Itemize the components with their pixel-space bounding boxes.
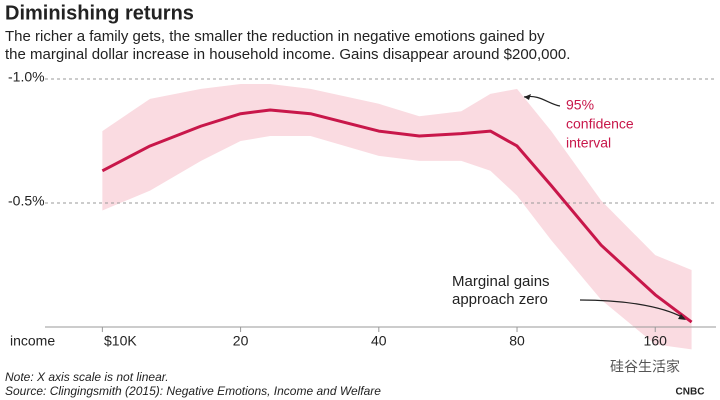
watermark: 硅谷生活家 <box>610 359 680 375</box>
note: Note: X axis scale is not linear. <box>5 370 169 384</box>
x-tick-label: 20 <box>233 333 249 349</box>
annotation: 95% confidence interval <box>566 97 634 151</box>
x-tick-label: 160 <box>644 333 668 349</box>
annotation-arrow <box>579 299 685 319</box>
confidence-band <box>102 83 692 350</box>
annotation-text: approach zero <box>452 291 548 308</box>
annotation-arrowhead <box>524 94 531 100</box>
y-tick-label: -0.5% <box>8 193 45 209</box>
x-axis-label: income <box>10 333 55 349</box>
annotation-arrowhead <box>678 314 686 320</box>
annotation-text: interval <box>566 135 611 151</box>
y-tick-label: -1.0% <box>8 69 45 85</box>
subtitle: The richer a family gets, the smaller th… <box>5 28 545 45</box>
annotation-text: Marginal gains <box>452 273 550 290</box>
plot <box>45 78 716 350</box>
x-tick-label: $10K <box>104 333 137 349</box>
annotation-text: confidence <box>566 116 634 132</box>
chart-title: Diminishing returns <box>5 2 194 24</box>
annotation-text: 95% <box>566 97 594 113</box>
subtitle: the marginal dollar increase in househol… <box>5 46 570 63</box>
logo: CNBC <box>676 387 705 398</box>
x-tick-label: 40 <box>371 333 387 349</box>
source: Source: Clingingsmith (2015): Negative E… <box>5 384 381 398</box>
x-tick-label: 80 <box>509 333 525 349</box>
line <box>101 108 693 324</box>
